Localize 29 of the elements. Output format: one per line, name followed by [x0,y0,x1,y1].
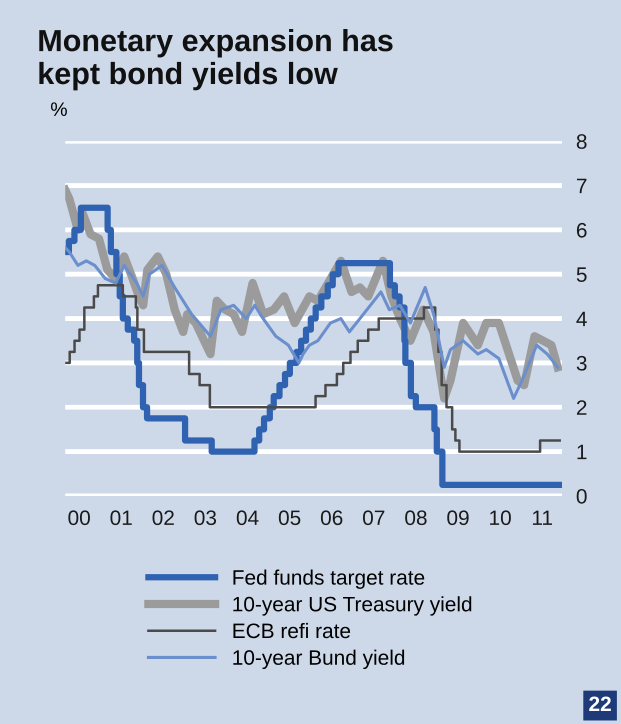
x-tick-label: 08 [405,510,427,526]
legend-label: Fed funds target rate [233,569,424,589]
x-tick-label: 09 [447,510,469,526]
x-tick-label: 00 [68,510,90,526]
x-tick-label: 11 [532,510,552,525]
y-axis-title: % [50,102,67,116]
x-tick-label: 04 [236,510,259,526]
chart-title: Monetary expansion has kept bond yields low [39,28,393,90]
y-tick-label: 3 [576,356,587,371]
y-tick-label: 5 [576,267,587,282]
y-tick-label: 0 [576,488,587,504]
y-tick-label: 1 [577,444,586,460]
legend-label: ECB refi rate [233,622,350,638]
y-tick-label: 2 [576,400,586,415]
x-tick-label: 02 [152,510,174,526]
x-tick-label: 05 [278,510,300,526]
y-tick-label: 4 [576,312,587,326]
legend-label: 10-year US Treasury yield [233,596,472,616]
x-tick-label: 10 [490,510,511,526]
x-tick-label: 06 [320,510,342,526]
text: 22 [589,696,611,711]
x-tick-label: 07 [363,510,384,526]
legend-label: 10-year Bund yield [233,650,404,670]
y-tick-label: 8 [576,134,587,149]
line-series [65,246,560,400]
x-tick-label: 03 [194,510,216,526]
y-tick-label: 6 [576,222,587,238]
x-tick-label: 01 [110,510,132,526]
y-tick-label: 7 [576,178,586,194]
